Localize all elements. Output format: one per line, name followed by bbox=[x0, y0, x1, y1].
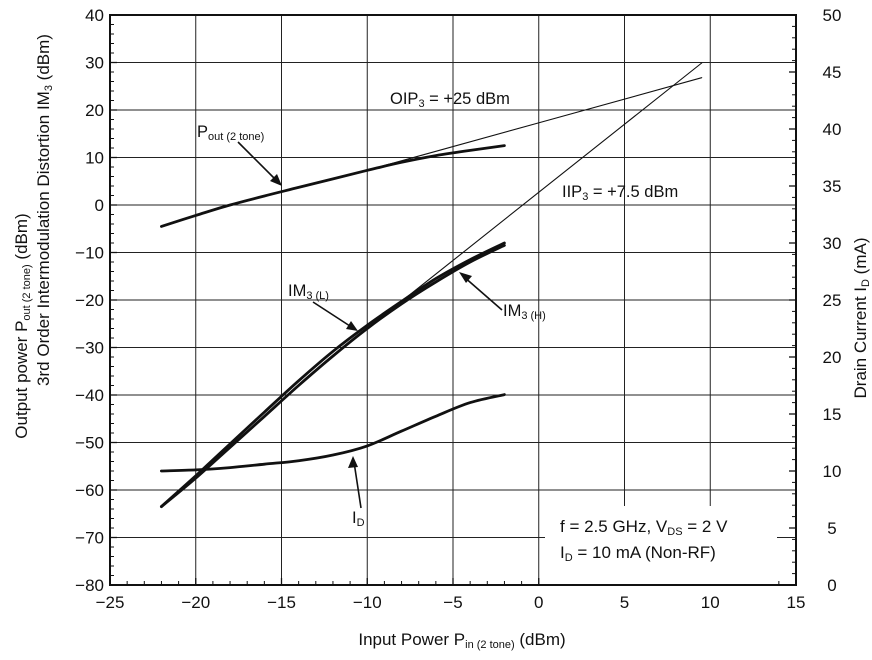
axis-ticks bbox=[109, 14, 797, 586]
im3l-annotation: IM3 (L) bbox=[288, 282, 329, 302]
x-tick-label: −5 bbox=[443, 593, 462, 612]
y-left-tick-label: 20 bbox=[85, 101, 104, 120]
y-right-tick-label: 40 bbox=[823, 120, 842, 139]
y-right-tick-label: 5 bbox=[827, 519, 836, 538]
x-tick-label: −15 bbox=[267, 593, 296, 612]
pout-annotation: Pout (2 tone) bbox=[197, 123, 264, 143]
y-right-tick-label: 10 bbox=[823, 462, 842, 481]
y-left-tick-label: 0 bbox=[95, 196, 104, 215]
series-line-id bbox=[160, 393, 506, 473]
y-left-tick-label: −80 bbox=[75, 576, 104, 595]
y-left-tick-label: −40 bbox=[75, 386, 104, 405]
y-right-tick-label: 30 bbox=[823, 234, 842, 253]
x-tick-label: 10 bbox=[701, 593, 720, 612]
y-left-tick-label: 40 bbox=[85, 6, 104, 25]
y-left-tick-label: 30 bbox=[85, 54, 104, 73]
y-left-tick-label: −20 bbox=[75, 291, 104, 310]
grid bbox=[110, 15, 796, 585]
series-layer bbox=[160, 62, 703, 508]
y-right-tick-label: 20 bbox=[823, 348, 842, 367]
x-axis-title: Input Power Pin (2 tone) (dBm) bbox=[358, 630, 565, 651]
id-arrowhead bbox=[348, 456, 358, 468]
annotation-arrows bbox=[237, 141, 503, 509]
im3l-arrowhead bbox=[346, 321, 358, 331]
x-tick-label: −10 bbox=[353, 593, 382, 612]
series-line-oip3-extrapolation bbox=[366, 77, 703, 171]
series-line-pout-2-tone bbox=[160, 144, 506, 228]
im3h-annotation: IM3 (H) bbox=[503, 302, 546, 322]
iip3-annotation: IIP3 = +7.5 dBm bbox=[562, 183, 678, 203]
y-left-tick-label: 10 bbox=[85, 149, 104, 168]
conditions-box-bg bbox=[545, 506, 777, 584]
id-arrow bbox=[353, 461, 362, 509]
y-axis-title-right: Drain Current ID (mA) bbox=[851, 238, 872, 399]
series-line-iip3-extrapolation bbox=[366, 62, 703, 330]
y-left-tick-label: −70 bbox=[75, 529, 104, 548]
conditions-line1: f = 2.5 GHz, VDS = 2 V bbox=[560, 517, 728, 538]
x-tick-label: 15 bbox=[787, 593, 806, 612]
im3h-arrowhead bbox=[459, 272, 472, 283]
y-right-tick-label: 50 bbox=[823, 6, 842, 25]
y-left-tick-label: −10 bbox=[75, 244, 104, 263]
y-left-tick-label: −50 bbox=[75, 434, 104, 453]
y-right-tick-label: 45 bbox=[823, 63, 842, 82]
annotation-arrowheads bbox=[270, 174, 472, 468]
x-tick-label: −20 bbox=[181, 593, 210, 612]
oip3-annotation: OIP3 = +25 dBm bbox=[390, 90, 510, 110]
pout-arrow bbox=[237, 141, 279, 183]
y-left-tick-label: −60 bbox=[75, 481, 104, 500]
x-tick-label: −25 bbox=[96, 593, 125, 612]
pout-arrowhead bbox=[270, 174, 282, 186]
y-right-tick-label: 15 bbox=[823, 405, 842, 424]
series-line-im3-h bbox=[160, 244, 506, 508]
x-tick-label: 5 bbox=[620, 593, 629, 612]
im3l-arrow bbox=[312, 301, 354, 329]
x-tick-label: 0 bbox=[534, 593, 543, 612]
conditions-line2: ID = 10 mA (Non-RF) bbox=[560, 543, 716, 564]
y-axis-title-left-line1: Output power Pout (2 tone) (dBm) bbox=[12, 213, 33, 438]
y-axis-title-left-line2: 3rd Order Intermodulation Distortion IM3… bbox=[34, 34, 55, 386]
y-left-tick-label: −30 bbox=[75, 339, 104, 358]
tick-labels: −25 −20 −15 −10 −5 0 5 10 15−80−70−60−50−40−30−2… bbox=[75, 6, 841, 612]
im3h-arrow bbox=[462, 275, 503, 311]
series-line-im3-l bbox=[160, 241, 506, 508]
y-right-tick-label: 35 bbox=[823, 177, 842, 196]
id-annotation: ID bbox=[352, 509, 365, 529]
y-right-tick-label: 0 bbox=[827, 576, 836, 595]
y-right-tick-label: 25 bbox=[823, 291, 842, 310]
